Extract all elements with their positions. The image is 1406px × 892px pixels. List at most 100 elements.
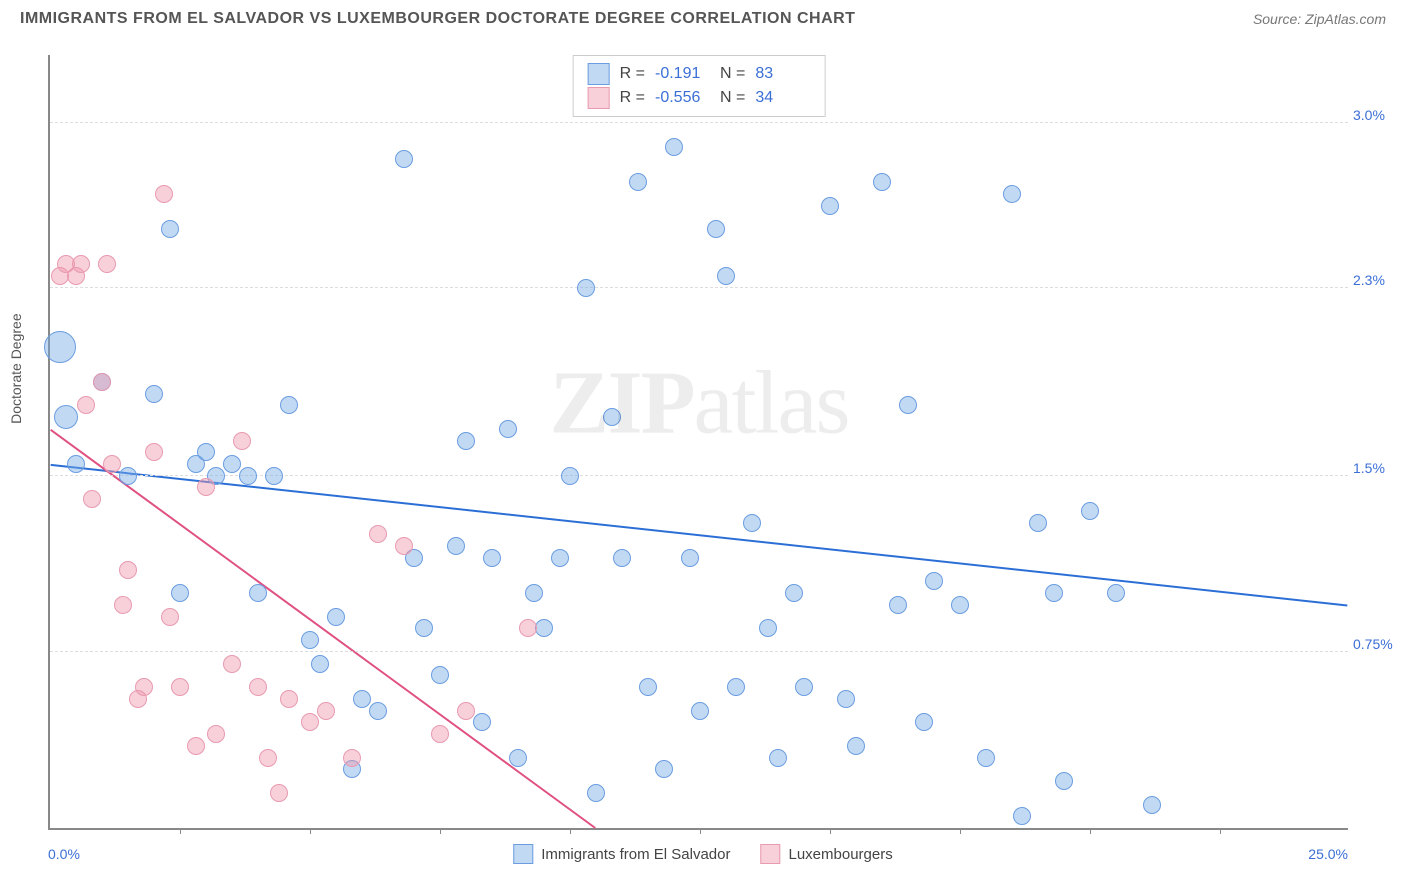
data-point — [717, 267, 735, 285]
data-point — [83, 490, 101, 508]
y-tick-label: 1.5% — [1353, 460, 1398, 476]
data-point — [119, 561, 137, 579]
data-point — [639, 678, 657, 696]
chart-title: IMMIGRANTS FROM EL SALVADOR VS LUXEMBOUR… — [20, 10, 855, 28]
data-point — [1143, 796, 1161, 814]
data-point — [915, 713, 933, 731]
data-point — [239, 467, 257, 485]
data-point — [603, 408, 621, 426]
gridline — [50, 651, 1348, 652]
data-point — [145, 443, 163, 461]
data-point — [395, 537, 413, 555]
y-tick-label: 2.3% — [1353, 272, 1398, 288]
x-tick — [440, 828, 441, 834]
chart-source: Source: ZipAtlas.com — [1253, 11, 1386, 27]
data-point — [431, 666, 449, 684]
data-point — [977, 749, 995, 767]
data-point — [691, 702, 709, 720]
data-point — [301, 631, 319, 649]
data-point — [72, 255, 90, 273]
data-point — [270, 784, 288, 802]
n-label: N = — [720, 62, 745, 86]
data-point — [155, 185, 173, 203]
data-point — [223, 455, 241, 473]
data-point — [769, 749, 787, 767]
data-point — [499, 420, 517, 438]
correlation-stats-box: R =-0.191N =83R =-0.556N =34 — [573, 55, 826, 117]
data-point — [1029, 514, 1047, 532]
r-value: -0.556 — [655, 86, 710, 110]
data-point — [1003, 185, 1021, 203]
data-point — [707, 220, 725, 238]
data-point — [327, 608, 345, 626]
x-axis-min-label: 0.0% — [48, 846, 80, 862]
x-tick — [960, 828, 961, 834]
legend-item: Luxembourgers — [761, 844, 893, 864]
data-point — [873, 173, 891, 191]
series-swatch-icon — [588, 63, 610, 85]
data-point — [395, 150, 413, 168]
x-tick — [1220, 828, 1221, 834]
data-point — [171, 584, 189, 602]
data-point — [343, 749, 361, 767]
chart-header: IMMIGRANTS FROM EL SALVADOR VS LUXEMBOUR… — [0, 0, 1406, 34]
data-point — [847, 737, 865, 755]
data-point — [613, 549, 631, 567]
data-point — [207, 725, 225, 743]
data-point — [509, 749, 527, 767]
data-point — [98, 255, 116, 273]
data-point — [457, 432, 475, 450]
data-point — [197, 443, 215, 461]
data-point — [145, 385, 163, 403]
x-tick — [830, 828, 831, 834]
n-value: 83 — [755, 62, 810, 86]
data-point — [44, 331, 76, 363]
data-point — [223, 655, 241, 673]
data-point — [899, 396, 917, 414]
data-point — [795, 678, 813, 696]
data-point — [1013, 807, 1031, 825]
x-tick — [700, 828, 701, 834]
data-point — [525, 584, 543, 602]
data-point — [665, 138, 683, 156]
data-point — [265, 467, 283, 485]
data-point — [233, 432, 251, 450]
legend-swatch-icon — [513, 844, 533, 864]
data-point — [1045, 584, 1063, 602]
x-axis-max-label: 25.0% — [1308, 846, 1348, 862]
data-point — [535, 619, 553, 637]
data-point — [369, 525, 387, 543]
data-point — [1081, 502, 1099, 520]
data-point — [837, 690, 855, 708]
x-tick — [1090, 828, 1091, 834]
data-point — [197, 478, 215, 496]
data-point — [161, 220, 179, 238]
data-point — [577, 279, 595, 297]
r-value: -0.191 — [655, 62, 710, 86]
data-point — [759, 619, 777, 637]
data-point — [161, 608, 179, 626]
data-point — [249, 584, 267, 602]
watermark-text: ZIPatlas — [550, 351, 849, 454]
data-point — [889, 596, 907, 614]
gridline — [50, 122, 1348, 123]
data-point — [119, 467, 137, 485]
data-point — [457, 702, 475, 720]
data-point — [681, 549, 699, 567]
data-point — [67, 455, 85, 473]
data-point — [259, 749, 277, 767]
data-point — [551, 549, 569, 567]
stats-row: R =-0.556N =34 — [588, 86, 811, 110]
data-point — [561, 467, 579, 485]
legend-label: Luxembourgers — [789, 846, 893, 863]
data-point — [317, 702, 335, 720]
data-point — [447, 537, 465, 555]
data-point — [655, 760, 673, 778]
data-point — [280, 690, 298, 708]
data-point — [1055, 772, 1073, 790]
y-tick-label: 3.0% — [1353, 107, 1398, 123]
y-tick-label: 0.75% — [1353, 636, 1398, 652]
legend-label: Immigrants from El Salvador — [541, 846, 730, 863]
data-point — [249, 678, 267, 696]
data-point — [1107, 584, 1125, 602]
